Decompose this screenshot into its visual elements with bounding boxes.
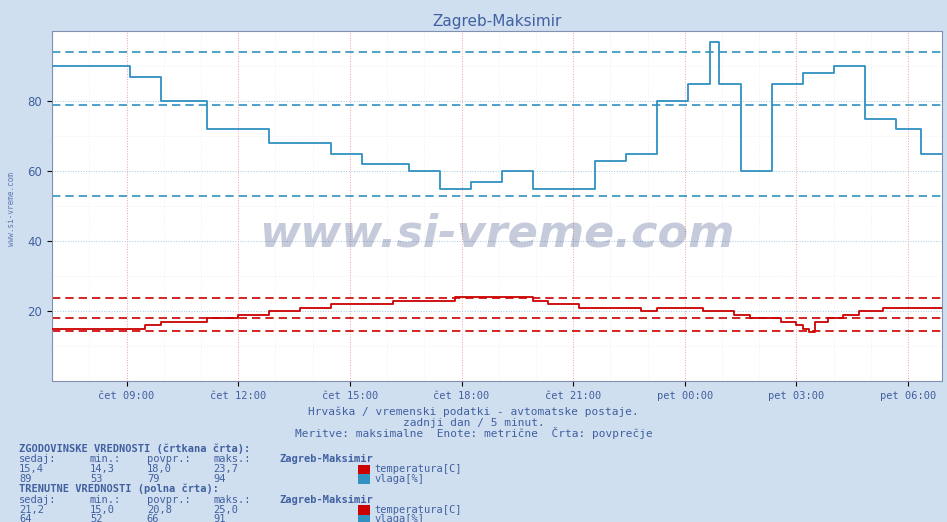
Text: www.si-vreme.com: www.si-vreme.com — [7, 172, 16, 246]
Text: Zagreb-Maksimir: Zagreb-Maksimir — [279, 495, 373, 505]
Text: 53: 53 — [90, 474, 102, 484]
Text: ZGODOVINSKE VREDNOSTI (črtkana črta):: ZGODOVINSKE VREDNOSTI (črtkana črta): — [19, 443, 250, 454]
Text: povpr.:: povpr.: — [147, 495, 190, 505]
Text: 79: 79 — [147, 474, 159, 484]
Text: min.:: min.: — [90, 454, 121, 464]
Text: 23,7: 23,7 — [213, 464, 238, 474]
Text: TRENUTNE VREDNOSTI (polna črta):: TRENUTNE VREDNOSTI (polna črta): — [19, 484, 219, 494]
Title: Zagreb-Maksimir: Zagreb-Maksimir — [433, 14, 562, 29]
Text: 20,8: 20,8 — [147, 505, 171, 515]
Text: 14,3: 14,3 — [90, 464, 115, 474]
Text: temperatura[C]: temperatura[C] — [374, 505, 461, 515]
Text: maks.:: maks.: — [213, 454, 251, 464]
Text: min.:: min.: — [90, 495, 121, 505]
Text: vlaga[%]: vlaga[%] — [374, 514, 424, 522]
Text: sedaj:: sedaj: — [19, 495, 57, 505]
Text: Zagreb-Maksimir: Zagreb-Maksimir — [279, 454, 373, 464]
Text: Hrvaška / vremenski podatki - avtomatske postaje.: Hrvaška / vremenski podatki - avtomatske… — [308, 407, 639, 417]
Text: 25,0: 25,0 — [213, 505, 238, 515]
Text: 91: 91 — [213, 514, 225, 522]
Text: temperatura[C]: temperatura[C] — [374, 464, 461, 474]
Text: www.si-vreme.com: www.si-vreme.com — [259, 212, 735, 256]
Text: povpr.:: povpr.: — [147, 454, 190, 464]
Text: zadnji dan / 5 minut.: zadnji dan / 5 minut. — [402, 419, 545, 429]
Text: maks.:: maks.: — [213, 495, 251, 505]
Text: 66: 66 — [147, 514, 159, 522]
Text: 15,4: 15,4 — [19, 464, 44, 474]
Text: 52: 52 — [90, 514, 102, 522]
Text: 15,0: 15,0 — [90, 505, 115, 515]
Text: vlaga[%]: vlaga[%] — [374, 474, 424, 484]
Text: 18,0: 18,0 — [147, 464, 171, 474]
Text: Meritve: maksimalne  Enote: metrične  Črta: povprečje: Meritve: maksimalne Enote: metrične Črta… — [295, 428, 652, 440]
Text: 21,2: 21,2 — [19, 505, 44, 515]
Text: 94: 94 — [213, 474, 225, 484]
Text: 89: 89 — [19, 474, 31, 484]
Text: 64: 64 — [19, 514, 31, 522]
Text: sedaj:: sedaj: — [19, 454, 57, 464]
